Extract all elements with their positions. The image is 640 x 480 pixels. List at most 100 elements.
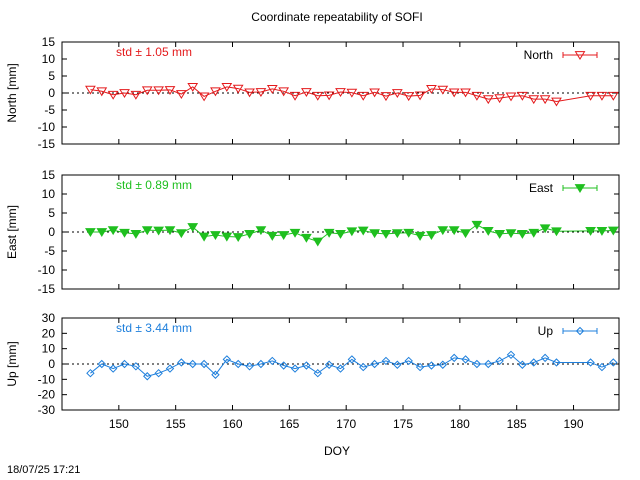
y-tick-label: 5	[48, 69, 55, 83]
data-point	[302, 361, 311, 370]
data-point	[222, 355, 232, 364]
data-point	[370, 359, 379, 369]
std-annotation: std ± 0.89 mm	[116, 178, 192, 192]
data-point	[175, 90, 187, 100]
data-point	[108, 364, 118, 373]
data-point	[471, 220, 483, 230]
data-point	[211, 370, 220, 379]
series-line	[90, 86, 614, 103]
data-point	[336, 364, 345, 373]
chart-panels: 15 10 5 0 -5 -10 -15 North [mm] std ± 1.05 mm Nor…	[5, 35, 620, 417]
data-point	[335, 230, 346, 239]
data-point	[393, 360, 402, 369]
data-point	[607, 91, 619, 101]
data-point	[323, 228, 335, 238]
data-point	[484, 359, 493, 369]
data-point	[312, 91, 324, 101]
legend-marker	[574, 184, 586, 194]
y-axis-label: Up [mm]	[5, 341, 19, 386]
data-point	[255, 226, 267, 236]
data-point	[460, 88, 471, 98]
panel-east: 15 10 5 0 -5 -10 -15 East [mm] std ± 0.89 mm East	[5, 168, 620, 296]
data-point	[516, 230, 528, 239]
data-point	[347, 355, 357, 364]
x-tick-label: 190	[564, 417, 584, 431]
data-point	[143, 372, 152, 381]
data-point	[426, 231, 437, 241]
y-tick-label: 15	[42, 35, 56, 49]
data-point	[210, 231, 221, 241]
data-point	[301, 88, 312, 97]
y-tick-label: -5	[44, 103, 55, 117]
data-point	[472, 359, 482, 369]
data-point	[438, 360, 448, 369]
data-point	[175, 229, 187, 239]
data-point	[494, 230, 506, 239]
data-point	[346, 88, 358, 98]
data-point	[96, 87, 108, 97]
data-point	[460, 229, 471, 239]
data-point	[107, 90, 119, 100]
data-point	[198, 92, 210, 102]
legend-label: Up	[538, 324, 554, 338]
y-tick-label: -10	[38, 263, 56, 277]
data-point	[369, 229, 380, 239]
data-point	[357, 91, 369, 101]
data-point	[221, 232, 233, 242]
x-tick-label: 180	[450, 417, 470, 431]
y-tick-label: 10	[42, 342, 56, 356]
data-point	[448, 88, 460, 98]
data-point	[278, 87, 290, 97]
data-point	[120, 359, 129, 369]
data-point	[539, 224, 551, 234]
data-point	[403, 92, 415, 102]
data-point	[551, 227, 562, 237]
data-point	[426, 85, 437, 94]
data-point	[301, 233, 312, 243]
data-point	[369, 88, 380, 98]
data-point	[414, 91, 426, 101]
data-point	[506, 350, 516, 360]
series-line	[90, 354, 614, 377]
data-point	[154, 368, 163, 378]
data-point	[198, 232, 210, 242]
y-tick-label: 30	[42, 311, 56, 325]
data-point	[244, 230, 255, 239]
footer-timestamp: 18/07/25 17:21	[7, 464, 80, 476]
std-annotation: std ± 3.44 mm	[116, 321, 192, 335]
data-point	[381, 356, 391, 366]
legend-label: North	[524, 48, 553, 62]
data-point	[391, 229, 403, 239]
data-point	[279, 361, 288, 370]
chart-title: Coordinate repeatability of SOFI	[251, 10, 422, 24]
data-point	[596, 91, 608, 101]
data-point	[539, 95, 551, 105]
data-point	[380, 92, 392, 102]
data-point	[187, 223, 199, 233]
y-tick-label: 5	[48, 206, 55, 220]
data-point	[232, 84, 244, 94]
x-tick-label: 185	[507, 417, 527, 431]
data-point	[403, 228, 415, 238]
y-tick-label: 0	[48, 86, 55, 100]
data-point	[359, 362, 368, 372]
data-point	[141, 86, 153, 96]
data-point	[357, 226, 369, 236]
legend-marker	[574, 51, 586, 61]
data-point	[414, 231, 426, 241]
x-tick-label: 165	[279, 417, 299, 431]
data-point	[210, 87, 221, 97]
data-point	[529, 358, 538, 367]
data-point	[165, 364, 175, 373]
data-point	[312, 237, 324, 247]
y-axis-label: East [mm]	[5, 205, 19, 259]
data-point	[495, 356, 504, 366]
data-point	[346, 227, 358, 237]
data-point	[86, 368, 95, 378]
data-point	[266, 85, 278, 94]
y-axis-label: North [mm]	[5, 63, 19, 122]
data-point	[85, 85, 96, 95]
data-point	[289, 228, 301, 238]
